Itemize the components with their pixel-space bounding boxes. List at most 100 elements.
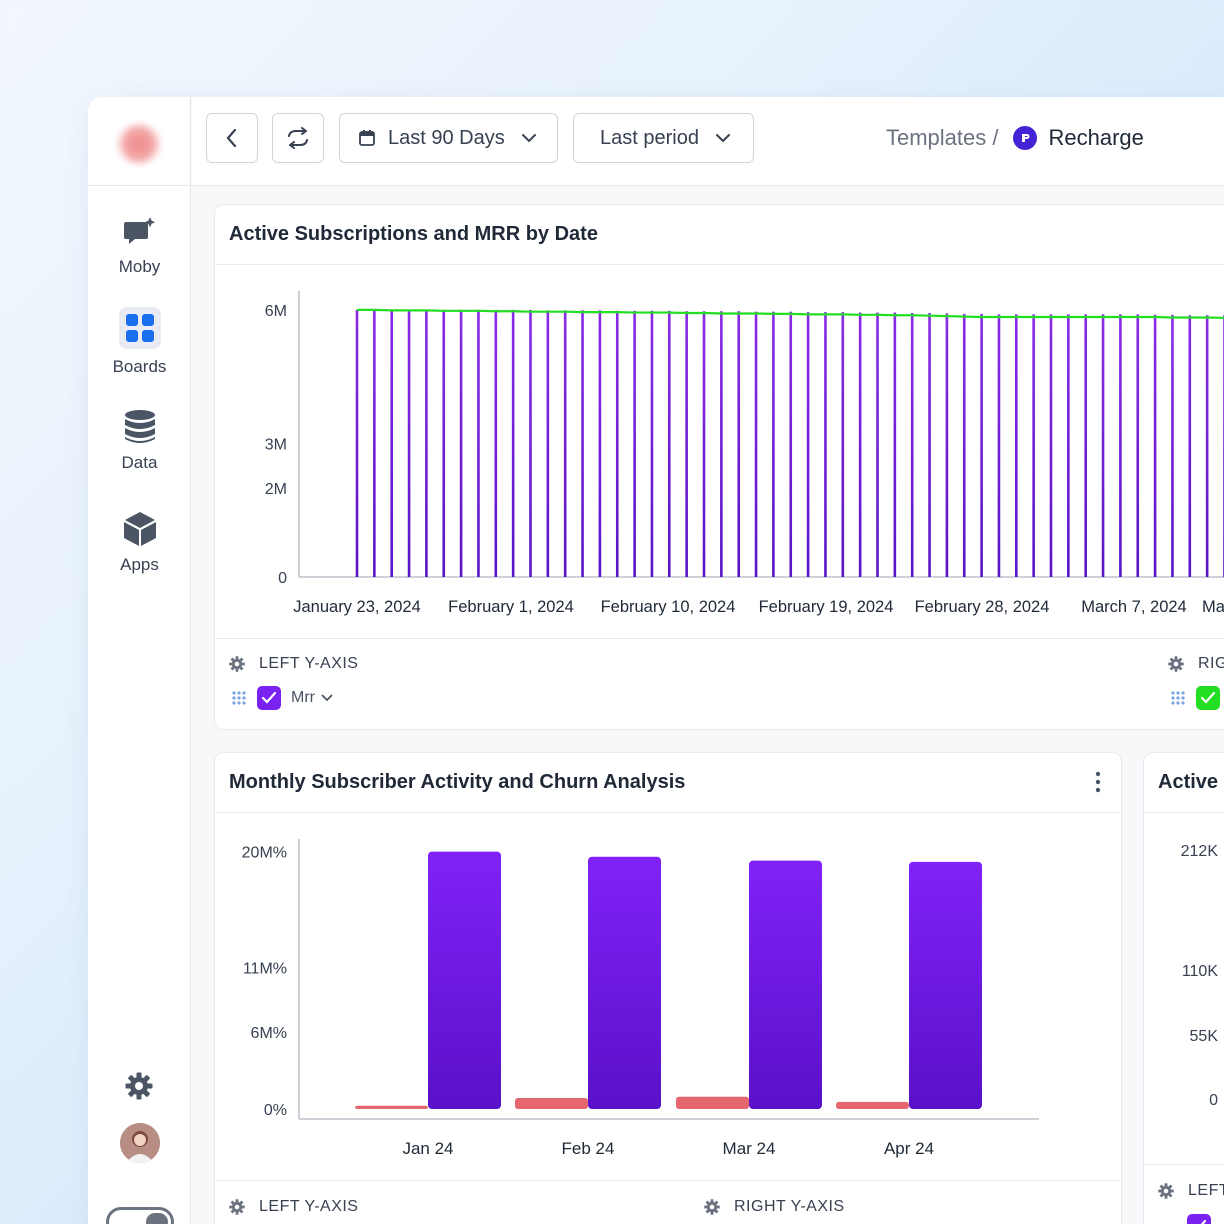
avatar-person-icon	[120, 1123, 160, 1163]
mrr-bar	[876, 312, 879, 577]
mrr-bar	[980, 313, 983, 577]
mrr-checkbox[interactable]	[257, 686, 281, 710]
mrr-bar	[1188, 315, 1192, 577]
mrr-bar	[1084, 314, 1087, 577]
churn-bar	[676, 1096, 749, 1109]
x-tick-label: January 23, 2024	[293, 598, 421, 616]
settings-gear-icon[interactable]	[125, 1072, 153, 1100]
user-avatar[interactable]	[120, 1123, 160, 1163]
mrr-bar	[598, 310, 602, 577]
sidebar: Moby Boards Data	[88, 97, 191, 1224]
left-axis-section: LEFT	[1158, 1182, 1224, 1200]
compare-period-dropdown[interactable]: Last period	[573, 113, 754, 163]
y-tick-label: 55K	[1190, 1028, 1219, 1045]
mrr-bar	[459, 309, 463, 577]
gear-icon[interactable]	[704, 1199, 720, 1215]
subscriber-bar	[909, 861, 982, 1109]
mrr-bar	[615, 310, 619, 577]
nav-item-boards[interactable]: Boards	[88, 307, 191, 377]
mrr-bar	[650, 310, 654, 577]
gear-icon[interactable]	[229, 656, 245, 672]
right-series-checkbox[interactable]	[1196, 686, 1220, 710]
y-tick-label: 2M	[265, 481, 287, 498]
left-axis-section: LEFT Y-AXIS	[229, 655, 358, 673]
mrr-bar	[633, 310, 636, 577]
subscriber-bar	[428, 851, 501, 1109]
drag-handle-icon[interactable]	[1170, 690, 1186, 706]
mrr-bar	[945, 313, 949, 577]
top-bar: Last 90 Days Last period Templates / Rec…	[192, 97, 1224, 186]
left-axis-label: LEFT	[1188, 1182, 1224, 1199]
back-button[interactable]	[206, 113, 258, 163]
mrr-bar	[529, 309, 532, 577]
y-tick-label: 6M	[265, 303, 287, 320]
chart-card-active-subscriptions: Active Subscriptions and MRR by Date 0 2M…	[214, 204, 1224, 730]
mrr-bar	[806, 312, 810, 577]
nav-item-moby[interactable]: Moby	[88, 215, 191, 277]
x-tick-label: March 7, 2024	[1081, 598, 1186, 616]
mrr-bar	[824, 312, 827, 577]
series-name-mrr[interactable]: Mrr	[291, 689, 315, 706]
nav-label-data: Data	[121, 453, 158, 472]
mrr-bar	[1153, 314, 1157, 577]
x-tick-label: February 19, 2024	[759, 598, 894, 616]
y-tick-label: 0%	[264, 1102, 287, 1119]
nav-item-data[interactable]: Data	[88, 409, 191, 473]
y-tick-label: 212K	[1181, 843, 1219, 860]
mrr-bar	[997, 314, 1001, 577]
calendar-icon	[359, 130, 375, 146]
mrr-bar	[772, 311, 775, 577]
mrr-bar	[563, 310, 567, 577]
mrr-bar	[1171, 314, 1174, 577]
chart-card-monthly-subscriber-activity: Monthly Subscriber Activity and Churn An…	[214, 752, 1122, 1224]
nav-label-moby: Moby	[118, 257, 161, 276]
mrr-bar	[754, 311, 758, 577]
card-title: Monthly Subscriber Activity and Churn An…	[215, 753, 1121, 813]
mrr-bar	[841, 312, 845, 577]
nav-label-apps: Apps	[120, 555, 159, 574]
kebab-menu-icon[interactable]	[1095, 771, 1101, 793]
brand-logo[interactable]	[116, 123, 162, 165]
mrr-bar	[390, 309, 393, 577]
subscriber-bar	[588, 856, 661, 1109]
logo-area	[88, 97, 190, 186]
grid-icon	[125, 314, 154, 342]
breadcrumb-templates[interactable]: Templates /	[886, 125, 999, 150]
mrr-bar	[373, 309, 376, 577]
database-icon	[124, 410, 155, 443]
series-checkbox[interactable]	[1187, 1214, 1211, 1224]
mrr-bar	[546, 310, 550, 577]
gear-icon[interactable]	[1168, 656, 1184, 672]
subscriptions-line	[357, 308, 1224, 320]
refresh-button[interactable]	[272, 113, 324, 163]
y-tick-label: 0	[278, 570, 287, 587]
card-footer: LEFT Y-AXIS RIGHT Y-AXIS	[215, 1180, 1121, 1224]
chevron-down-icon	[715, 134, 730, 143]
theme-toggle[interactable]	[106, 1207, 174, 1224]
nav-label-boards: Boards	[112, 357, 167, 376]
gear-icon[interactable]	[229, 1199, 245, 1215]
mrr-bar	[1136, 314, 1140, 577]
date-range-dropdown[interactable]: Last 90 Days	[339, 113, 558, 163]
mrr-bar	[858, 312, 862, 577]
card-footer: LEFT Y-AXIS Mrr RIG	[215, 638, 1224, 729]
checkmark-icon	[262, 692, 276, 704]
right-axis-section: RIGHT Y-AXIS	[704, 1198, 845, 1216]
mrr-bar	[425, 309, 428, 577]
mrr-bar	[1119, 314, 1122, 577]
gear-icon[interactable]	[1158, 1183, 1174, 1199]
mrr-bar	[1032, 314, 1035, 577]
mrr-bar	[511, 309, 515, 577]
drag-handle-icon[interactable]	[231, 690, 247, 706]
mrr-bar	[494, 309, 498, 577]
left-axis-label: LEFT Y-AXIS	[259, 1198, 359, 1215]
chart2-svg: 0% 6M% 11M% 20M% Jan 24 Feb 24 Mar 24 Apr 24	[242, 839, 1039, 1158]
x-tick-label: February 1, 2024	[448, 598, 574, 616]
chevron-down-icon[interactable]	[321, 694, 333, 702]
mrr-bar	[789, 311, 793, 577]
checkmark-icon	[1200, 1220, 1206, 1224]
breadcrumb-recharge: Recharge	[1048, 125, 1144, 150]
mrr-bar	[928, 313, 931, 577]
right-axis-label: RIGHT Y-AXIS	[734, 1198, 845, 1215]
nav-item-apps[interactable]: Apps	[88, 511, 191, 575]
